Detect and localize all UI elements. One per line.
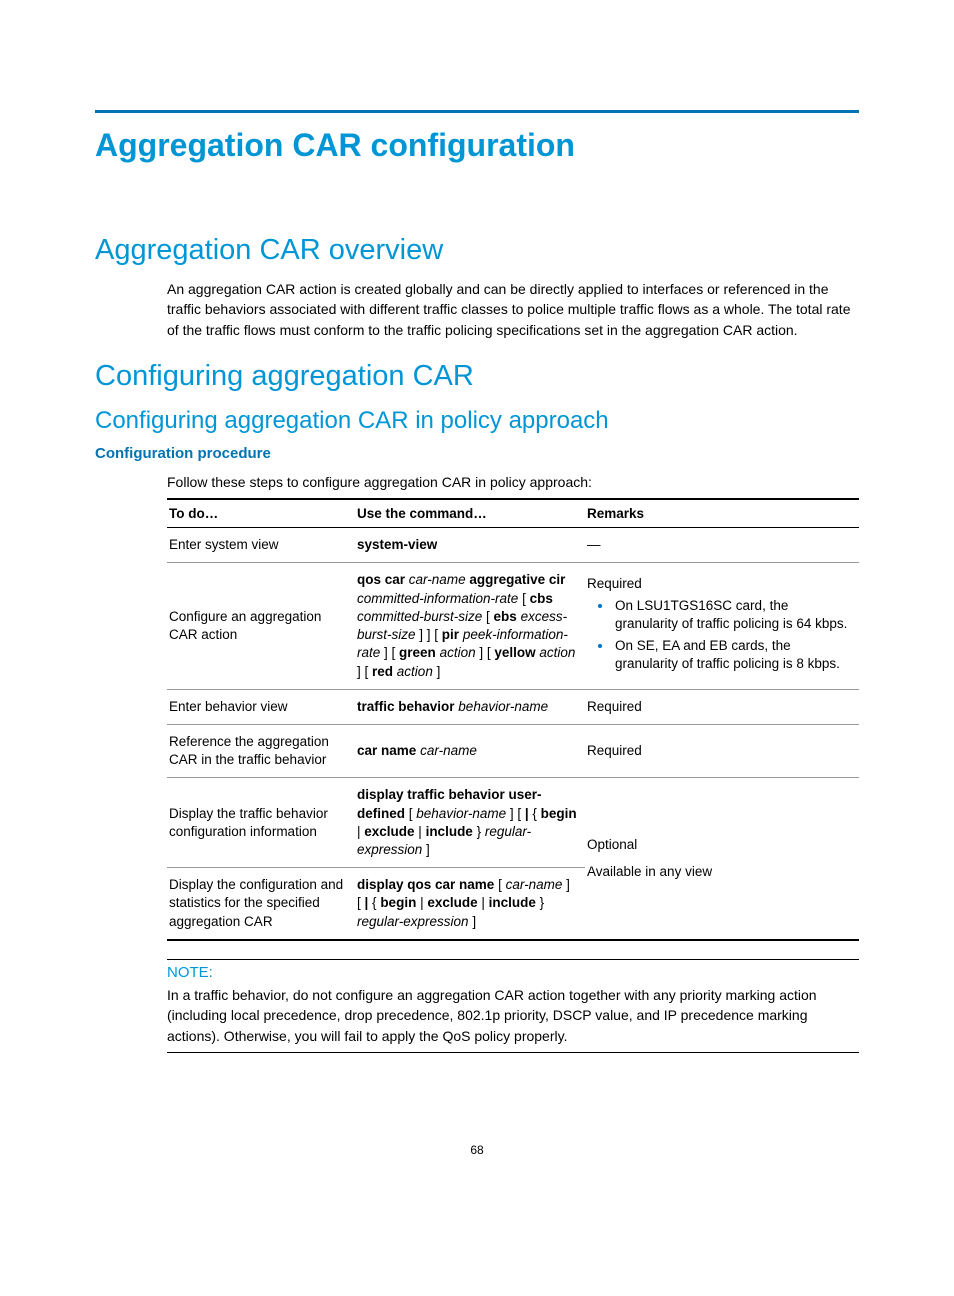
remarks-lead: Required <box>587 576 642 591</box>
page-title: Aggregation CAR configuration <box>95 127 859 164</box>
cell-todo: Display the configuration and statistics… <box>167 868 355 940</box>
overview-paragraph: An aggregation CAR action is created glo… <box>95 279 859 340</box>
table-header-row: To do… Use the command… Remarks <box>167 499 859 528</box>
remarks-line: Optional <box>587 836 851 854</box>
remarks-item: On LSU1TGS16SC card, the granularity of … <box>613 597 851 633</box>
table-row: Configure an aggregation CAR action qos … <box>167 563 859 689</box>
th-cmd: Use the command… <box>355 499 585 528</box>
cmd-text: system-view <box>357 537 437 552</box>
table-row: Reference the aggregation CAR in the tra… <box>167 724 859 777</box>
cell-remarks: — <box>585 528 859 563</box>
page: Aggregation CAR configuration Aggregatio… <box>0 0 954 1217</box>
heading-policy-approach: Configuring aggregation CAR in policy ap… <box>95 407 859 435</box>
remarks-line: Available in any view <box>587 863 851 881</box>
heading-procedure: Configuration procedure <box>95 445 859 462</box>
th-remarks: Remarks <box>585 499 859 528</box>
cell-cmd: system-view <box>355 528 585 563</box>
table-row: Display the traffic behavior configurati… <box>167 778 859 868</box>
cell-remarks: Required On LSU1TGS16SC card, the granul… <box>585 563 859 689</box>
note-body: In a traffic behavior, do not configure … <box>167 985 859 1053</box>
page-number: 68 <box>95 1143 859 1157</box>
procedure-lead: Follow these steps to configure aggregat… <box>95 472 859 492</box>
cell-cmd: traffic behavior behavior-name <box>355 689 585 724</box>
cell-cmd: car name car-name <box>355 724 585 777</box>
cell-todo: Display the traffic behavior configurati… <box>167 778 355 868</box>
cell-remarks: Required <box>585 689 859 724</box>
remarks-list: On LSU1TGS16SC card, the granularity of … <box>587 597 851 674</box>
remarks-item: On SE, EA and EB cards, the granularity … <box>613 637 851 673</box>
cell-todo: Configure an aggregation CAR action <box>167 563 355 689</box>
note-label: NOTE: <box>167 959 859 981</box>
config-table: To do… Use the command… Remarks Enter sy… <box>167 498 859 941</box>
heading-configuring: Configuring aggregation CAR <box>95 360 859 393</box>
th-todo: To do… <box>167 499 355 528</box>
heading-overview: Aggregation CAR overview <box>95 234 859 267</box>
table-row: Enter behavior view traffic behavior beh… <box>167 689 859 724</box>
top-rule <box>95 110 859 113</box>
table-row: Enter system view system-view — <box>167 528 859 563</box>
cell-todo: Enter system view <box>167 528 355 563</box>
note-box: NOTE: In a traffic behavior, do not conf… <box>167 959 859 1053</box>
cell-cmd: qos car car-name aggregative cir committ… <box>355 563 585 689</box>
cell-cmd: display traffic behavior user-defined [ … <box>355 778 585 868</box>
cell-todo: Reference the aggregation CAR in the tra… <box>167 724 355 777</box>
cell-cmd: display qos car name [ car-name ] [ | { … <box>355 868 585 940</box>
cell-todo: Enter behavior view <box>167 689 355 724</box>
cell-remarks: Required <box>585 724 859 777</box>
cell-remarks: Optional Available in any view <box>585 778 859 940</box>
